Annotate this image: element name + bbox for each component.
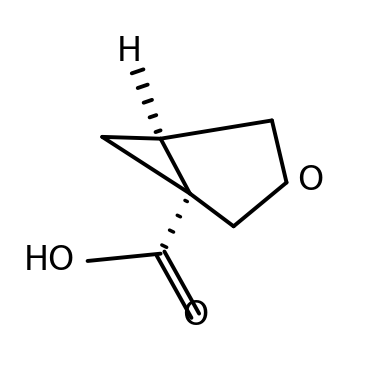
Text: HO: HO [24, 245, 75, 277]
Text: O: O [182, 299, 208, 332]
Text: H: H [117, 35, 142, 68]
Text: O: O [297, 164, 324, 197]
